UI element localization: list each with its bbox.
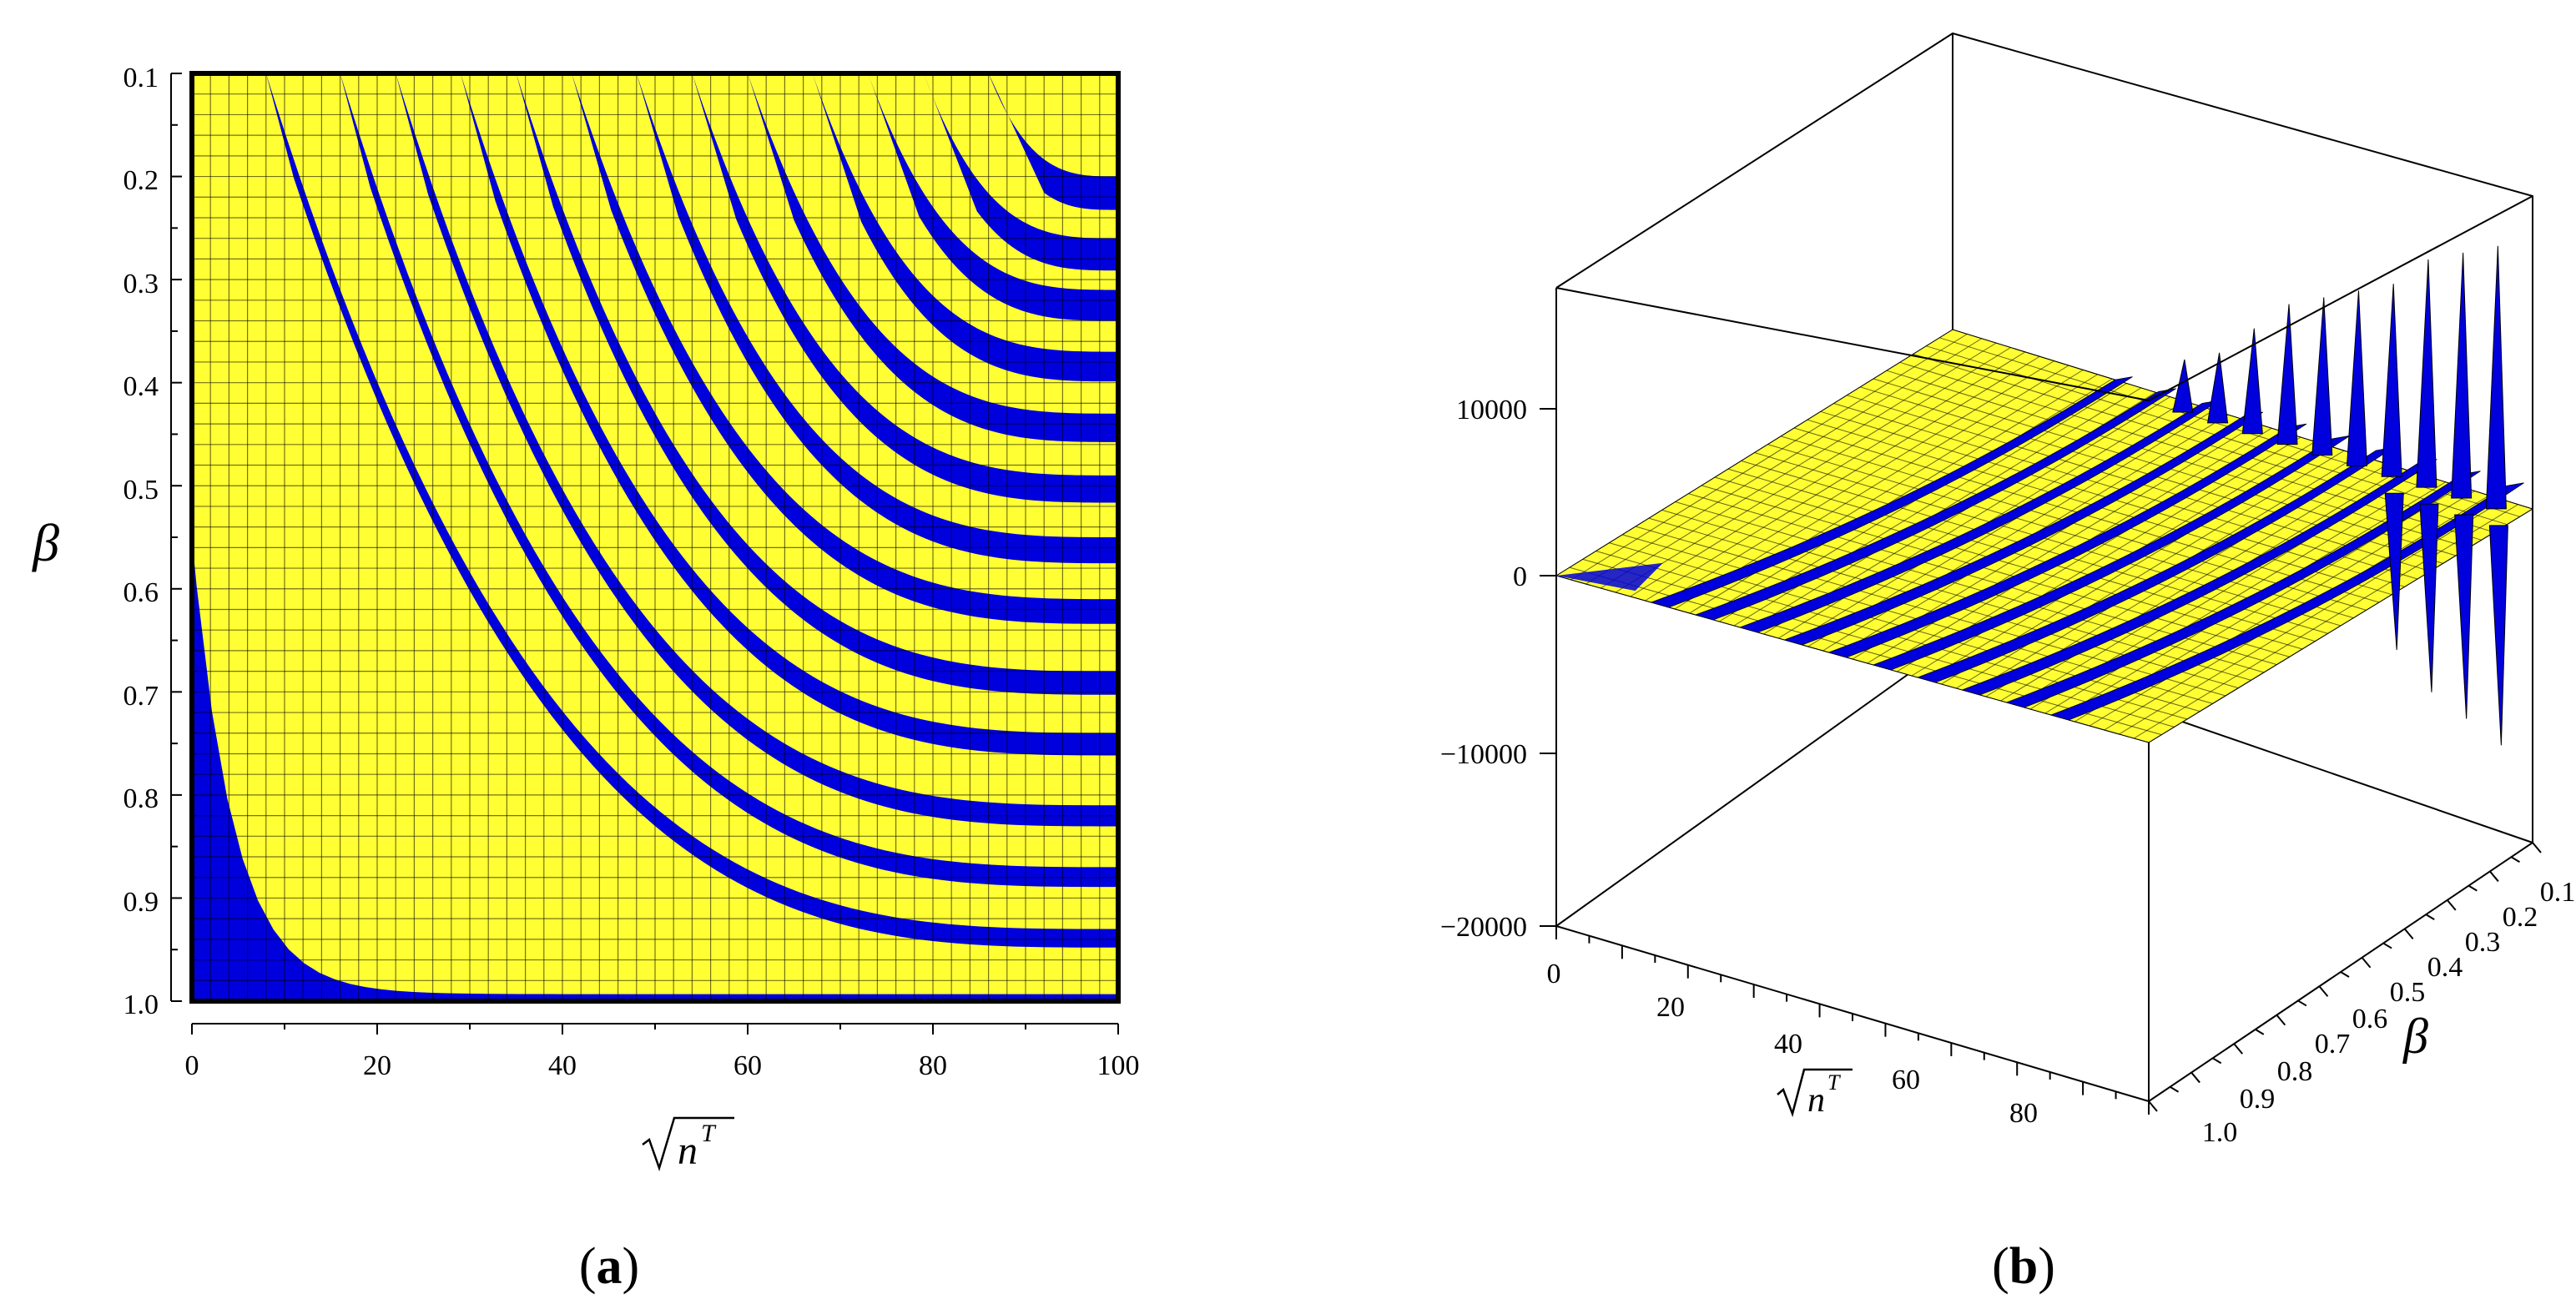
- heatmap-ticks: [171, 73, 1119, 1035]
- panel-label-b: (b): [1992, 1238, 2055, 1295]
- beta-tick-label-b: 0.5: [2390, 977, 2426, 1008]
- z-tick-label: −10000: [1440, 739, 1527, 770]
- beta-axis-label-b: β: [2402, 1009, 2428, 1064]
- beta-tick-label-b: 0.7: [2315, 1029, 2351, 1060]
- surface-band: [1827, 423, 2307, 658]
- y-tick-label: 0.3: [124, 269, 159, 300]
- surface-spike: [2311, 297, 2333, 456]
- surface-band: [1961, 459, 2437, 696]
- surface-spike: [2206, 352, 2229, 424]
- x-tick-label-b: 40: [1774, 1029, 1802, 1060]
- x-tick-label: 40: [548, 1050, 577, 1081]
- y-tick-label: 0.2: [124, 165, 159, 196]
- x-axis-label: n T: [642, 1116, 734, 1173]
- svg-text:n: n: [1807, 1081, 1825, 1120]
- heatmap-band: [572, 73, 1118, 624]
- beta-tick-label-b: 0.9: [2240, 1084, 2276, 1115]
- heatmap-band: [265, 73, 1118, 948]
- surface-spike-down: [2384, 492, 2404, 651]
- y-tick-label: 0.4: [124, 371, 159, 402]
- x-axis-ticks-b: [1555, 926, 2150, 1115]
- x-tick-label: 80: [919, 1050, 947, 1081]
- y-tick-label: 0.9: [124, 887, 159, 918]
- surface-spike: [2451, 252, 2473, 499]
- surface-spikes: [2172, 245, 2508, 746]
- surface-panel-b: 10000 0 −10000 −20000 0 20 40 60 80 0.1 …: [1440, 32, 2576, 1295]
- surface-spike-down: [2454, 514, 2474, 719]
- beta-tick-label-b: 0.1: [2540, 877, 2576, 908]
- z-axis-ticks: [1540, 408, 1556, 927]
- beta-tick-label-b: 0.8: [2277, 1056, 2313, 1087]
- x-tick-label-b: 20: [1656, 992, 1685, 1023]
- svg-text:T: T: [701, 1120, 717, 1147]
- y-tick-label: 0.8: [124, 783, 159, 814]
- z-tick-label: 0: [1513, 561, 1527, 592]
- beta-tick-label-b: 0.4: [2427, 952, 2463, 983]
- surface-spike: [2485, 245, 2507, 510]
- x-tick-label-b: 60: [1892, 1065, 1920, 1095]
- x-tick-label: 60: [733, 1050, 762, 1081]
- y-tick-label: 0.6: [124, 577, 159, 608]
- heatmap-band: [812, 73, 1118, 382]
- z-tick-label: −20000: [1440, 912, 1527, 943]
- box-top-front: [1555, 195, 2533, 401]
- surface-spike: [2276, 304, 2298, 446]
- x-tick-label: 20: [363, 1050, 391, 1081]
- panel-label-a: (a): [579, 1238, 639, 1295]
- y-tick-label: 1.0: [124, 989, 159, 1020]
- heatmap-band: [340, 73, 1118, 888]
- x-axis-label-b: n T: [1777, 1068, 1853, 1120]
- surface-band: [1556, 562, 1663, 592]
- x-tick-label: 100: [1097, 1050, 1140, 1081]
- surface-spike: [2381, 284, 2402, 477]
- heatmap-frame: [189, 71, 1121, 1004]
- x-tick-label-b: 80: [2009, 1098, 2038, 1129]
- beta-axis-ticks-b: [2148, 842, 2542, 1112]
- surface-spike: [2241, 328, 2263, 435]
- surface-spike: [2346, 290, 2367, 466]
- y-axis-label: β: [31, 513, 59, 572]
- surface-band: [1783, 411, 2264, 646]
- svg-text:T: T: [1827, 1070, 1841, 1095]
- heatmap-band: [692, 73, 1118, 503]
- x-tick-label-b: 0: [1547, 959, 1561, 989]
- surface-band: [2005, 471, 2481, 708]
- heatmap-band: [636, 73, 1118, 564]
- surface-bands: [1556, 376, 2524, 721]
- heatmap-band: [988, 73, 1118, 210]
- beta-tick-label-b: 1.0: [2202, 1117, 2238, 1148]
- y-tick-label: 0.1: [124, 63, 159, 93]
- beta-tick-label-b: 0.6: [2352, 1004, 2388, 1035]
- radical-sign: [642, 1116, 734, 1172]
- z-tick-label: 10000: [1456, 395, 1527, 425]
- heatmap-band: [923, 73, 1118, 271]
- surface-spike-down: [2488, 525, 2508, 746]
- heatmap-grid: [192, 73, 1118, 1001]
- surface-spike-down: [2419, 503, 2439, 692]
- surface-band: [2049, 482, 2524, 721]
- heatmap-band: [460, 73, 1118, 756]
- y-tick-label: 0.5: [124, 475, 159, 506]
- y-tick-label: 0.7: [124, 681, 159, 712]
- svg-text:n: n: [678, 1129, 698, 1173]
- x-tick-label: 0: [185, 1050, 199, 1081]
- surface-band: [1694, 388, 2176, 621]
- surface-spike: [2172, 359, 2194, 413]
- heatmap-band: [396, 73, 1118, 827]
- surface-band: [1650, 376, 2133, 608]
- surface-spike: [2416, 259, 2437, 488]
- heatmap-panel-a: 0.1 0.2 0.3 0.4 0.5 0.6 0.7 0.8 0.9 1.0 …: [31, 63, 1139, 1295]
- beta-tick-label-b: 0.3: [2465, 927, 2501, 958]
- beta-tick-label-b: 0.2: [2503, 902, 2538, 933]
